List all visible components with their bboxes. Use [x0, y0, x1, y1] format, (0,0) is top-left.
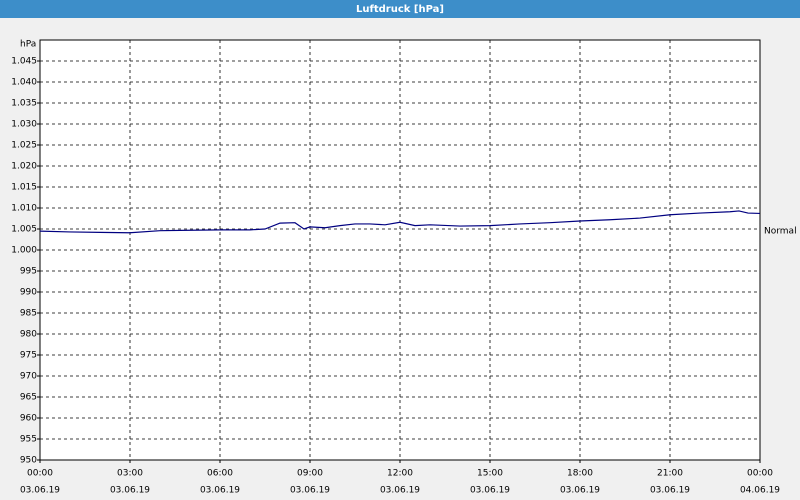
- y-tick-label: 1.005: [11, 225, 37, 235]
- x-tick-date: 03.06.19: [20, 486, 60, 496]
- y-tick-label: 990: [20, 288, 37, 298]
- x-tick-label: 09:00: [297, 469, 323, 479]
- y-tick-label: 950: [20, 456, 37, 466]
- y-tick-label: 1.030: [11, 120, 37, 130]
- x-tick-label: 15:00: [477, 469, 503, 479]
- x-tick-label: 06:00: [207, 469, 233, 479]
- y-axis-label: hPa: [20, 40, 36, 50]
- y-tick-label: 995: [20, 267, 37, 277]
- y-tick-label: 1.045: [11, 57, 37, 67]
- x-tick-label: 00:00: [747, 469, 773, 479]
- y-tick-label: 960: [20, 414, 37, 424]
- x-tick-date: 04.06.19: [740, 486, 780, 496]
- title-bar: [0, 0, 800, 18]
- y-tick-label: 965: [20, 393, 37, 403]
- y-tick-label: 955: [20, 435, 37, 445]
- x-tick-date: 03.06.19: [650, 486, 690, 496]
- y-tick-label: 980: [20, 330, 37, 340]
- y-tick-label: 1.025: [11, 141, 37, 151]
- y-tick-label: 1.040: [11, 78, 37, 88]
- y-tick-label: 970: [20, 372, 37, 382]
- y-tick-label: 1.015: [11, 183, 37, 193]
- x-tick-date: 03.06.19: [290, 486, 330, 496]
- x-tick-date: 03.06.19: [380, 486, 420, 496]
- series-label: Normal: [764, 227, 797, 237]
- x-tick-date: 03.06.19: [200, 486, 240, 496]
- x-tick-label: 21:00: [657, 469, 683, 479]
- x-tick-label: 03:00: [117, 469, 143, 479]
- x-tick-date: 03.06.19: [470, 486, 510, 496]
- line-series: [39, 210, 761, 234]
- y-tick-label: 985: [20, 309, 37, 319]
- x-tick-date: 03.06.19: [560, 486, 600, 496]
- x-tick-label: 12:00: [387, 469, 413, 479]
- chart-title: Luftdruck [hPa]: [356, 4, 444, 15]
- y-tick-label: 1.010: [11, 204, 37, 214]
- x-tick-label: 00:00: [27, 469, 53, 479]
- x-tick-date: 03.06.19: [110, 486, 150, 496]
- y-tick-label: 975: [20, 351, 37, 361]
- x-tick-label: 18:00: [567, 469, 593, 479]
- y-tick-label: 1.035: [11, 99, 37, 109]
- y-tick-label: 1.000: [11, 246, 37, 256]
- y-tick-label: 1.020: [11, 162, 37, 172]
